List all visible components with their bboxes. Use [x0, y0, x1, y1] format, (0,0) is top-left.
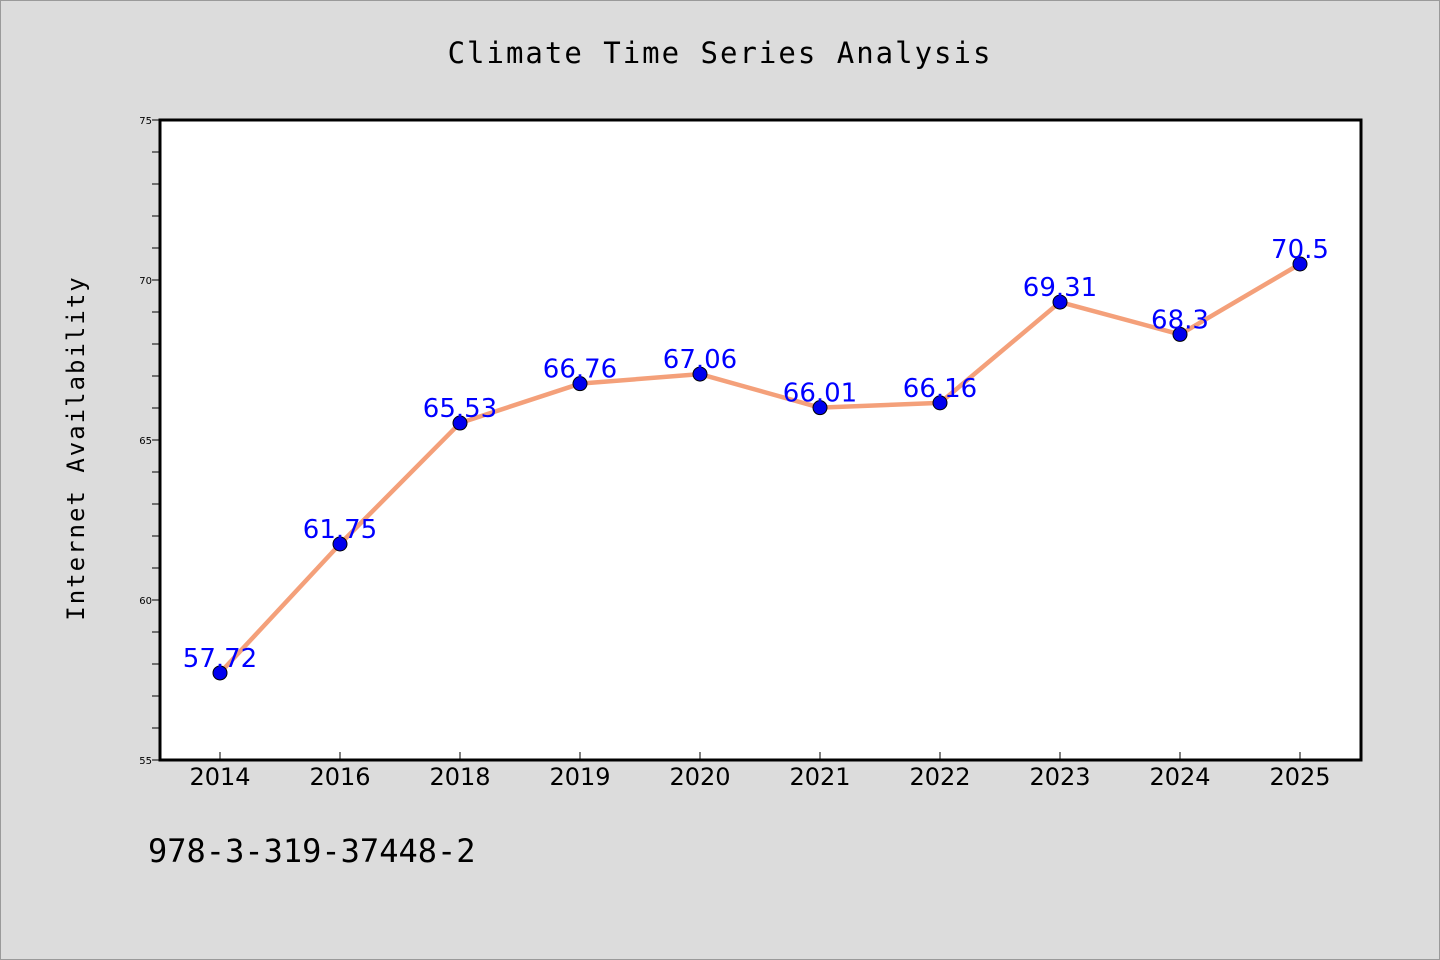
- x-tick-label: 2024: [1149, 763, 1210, 791]
- data-point: [1052, 294, 1068, 310]
- footer-identifier: 978-3-319-37448-2: [148, 832, 476, 870]
- data-point: [452, 415, 468, 431]
- data-label: 68.3: [1151, 305, 1209, 335]
- data-point: [692, 366, 708, 382]
- x-tick-label: 2016: [309, 763, 370, 791]
- data-labels: 57.72 61.75 65.53 66.76 67.06 66.01 66.16 69.31…: [183, 235, 1329, 674]
- x-tick-label: 2021: [789, 763, 850, 791]
- x-tick-label: 2020: [669, 763, 730, 791]
- x-tick-label: 2022: [909, 763, 970, 791]
- data-label: 61.75: [303, 515, 377, 545]
- data-point: [932, 395, 948, 411]
- data-point: [1292, 256, 1308, 272]
- data-label: 66.01: [783, 379, 857, 409]
- chart-title: Climate Time Series Analysis: [448, 36, 993, 70]
- data-label: 69.31: [1023, 273, 1097, 303]
- data-label: 57.72: [183, 644, 257, 674]
- series-group: [212, 256, 1308, 681]
- data-label: 70.5: [1271, 235, 1329, 265]
- x-tick-label: 2018: [429, 763, 490, 791]
- data-point: [212, 665, 228, 681]
- series-line: [217, 261, 1303, 676]
- y-tick-label: 60: [139, 596, 152, 607]
- x-tick-label: 2019: [549, 763, 610, 791]
- y-tick-label: 70: [139, 276, 152, 287]
- plot-area: [158, 118, 1363, 762]
- data-label: 65.53: [423, 394, 497, 424]
- data-point: [1172, 326, 1188, 342]
- data-label: 67.06: [663, 345, 737, 375]
- data-point: [572, 376, 588, 392]
- y-tick-label: 65: [139, 436, 152, 447]
- y-axis: 55 60 65 70 75: [139, 116, 160, 767]
- x-tick-label: 2014: [189, 763, 250, 791]
- x-tick-label: 2023: [1029, 763, 1090, 791]
- x-tick-label: 2025: [1269, 763, 1330, 791]
- data-label: 66.16: [903, 374, 977, 404]
- data-point: [812, 400, 828, 416]
- y-tick-label: 75: [139, 116, 152, 127]
- data-label: 66.76: [543, 355, 617, 385]
- x-axis: 2014 2016 2018 2019 2020 2021 2022 2023 2024 2025: [189, 752, 1331, 791]
- y-axis-label: Internet Availability: [62, 275, 90, 620]
- data-point: [332, 536, 348, 552]
- y-tick-label: 55: [139, 756, 152, 767]
